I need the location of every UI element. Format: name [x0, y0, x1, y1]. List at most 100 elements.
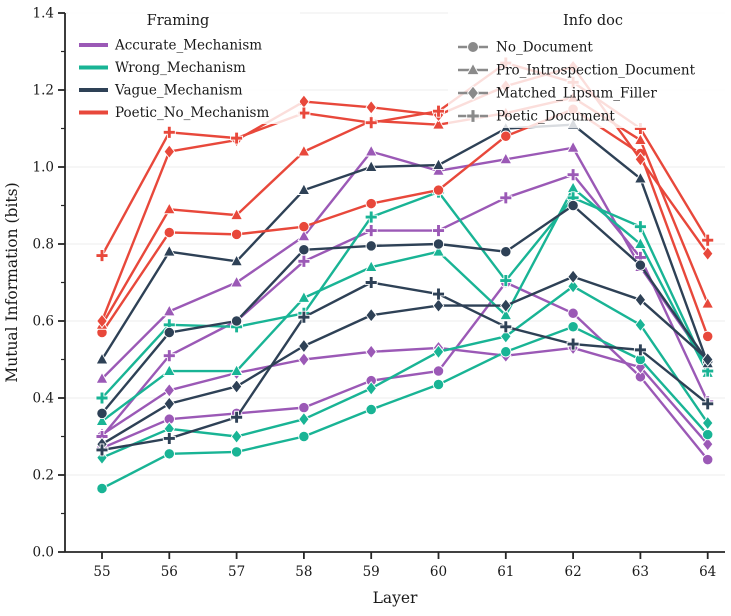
y-tick-label: 1.4	[33, 6, 54, 22]
point-plus	[499, 191, 513, 205]
point-plus	[364, 116, 378, 130]
point-plus	[432, 224, 445, 237]
info-doc-legend-label: Matched_Lipsum_Filler	[496, 86, 657, 102]
diamond-icon	[466, 85, 480, 101]
point-plus	[566, 337, 580, 351]
x-tick-label: 63	[632, 564, 649, 580]
point-diamond	[163, 396, 176, 412]
point-plus	[432, 104, 445, 118]
point-circle	[230, 446, 243, 458]
point-triangle	[95, 352, 109, 365]
point-circle	[432, 238, 445, 250]
y-tick-label: 1.2	[33, 83, 54, 99]
point-triangle	[499, 308, 513, 321]
point-circle	[500, 346, 512, 358]
x-tick-label: 55	[93, 564, 110, 580]
point-plus	[364, 210, 378, 224]
circle-icon	[467, 41, 479, 53]
point-plus	[633, 343, 647, 357]
point-triangle	[297, 144, 311, 157]
point-circle	[298, 244, 310, 256]
point-triangle	[566, 140, 580, 153]
plus-icon	[466, 109, 480, 123]
point-circle	[702, 428, 714, 441]
point-circle	[567, 199, 579, 212]
x-tick-label: 60	[430, 564, 447, 580]
point-plus	[701, 233, 715, 247]
point-circle	[230, 315, 243, 327]
point-plus	[364, 224, 378, 237]
series-Wrong_Mechanism-No_Document	[96, 321, 714, 495]
point-circle	[702, 453, 714, 466]
point-diamond	[500, 298, 512, 313]
point-plus	[499, 320, 513, 334]
point-triangle	[701, 296, 715, 309]
series-Wrong_Mechanism-Pro_Introspection_Document	[95, 181, 715, 426]
x-tick-label: 56	[161, 564, 178, 580]
framing-legend: Framing Accurate_Mechanism Wrong_Mechanism…	[68, 8, 300, 124]
point-diamond	[432, 344, 445, 360]
series-line	[100, 346, 709, 446]
series-line	[100, 186, 709, 423]
series-line	[100, 146, 709, 380]
info-doc-legend-label: No_Document	[496, 40, 593, 56]
series-Wrong_Mechanism-Matched_Lipsum_Filler	[96, 279, 714, 466]
point-plus	[95, 391, 109, 405]
point-triangle	[431, 117, 446, 130]
point-circle	[298, 401, 310, 414]
framing-legend-item-Accurate_Mechanism: Accurate_Mechanism	[79, 38, 262, 54]
point-plus	[162, 125, 176, 139]
point-plus	[297, 254, 311, 268]
point-circle	[500, 246, 512, 258]
point-diamond	[701, 246, 714, 261]
point-circle	[163, 226, 175, 239]
point-circle	[230, 228, 243, 241]
info-doc-legend-item-Matched_Lipsum_Filler: Matched_Lipsum_Filler	[458, 85, 657, 102]
point-diamond	[230, 379, 243, 394]
point-triangle	[364, 144, 378, 157]
y-tick-label: 0.6	[33, 314, 54, 330]
point-diamond	[298, 338, 310, 354]
info-doc-legend-item-Poetic_Document: Poetic_Document	[458, 109, 615, 125]
y-tick-label: 0.8	[33, 237, 54, 253]
point-circle	[96, 482, 108, 495]
point-triangle	[230, 207, 244, 220]
series-line	[100, 281, 709, 452]
point-triangle	[364, 159, 378, 172]
x-axis-title: Layer	[373, 589, 418, 607]
point-triangle	[95, 371, 109, 384]
point-circle	[500, 130, 512, 142]
point-circle	[365, 403, 377, 416]
series-line	[100, 108, 709, 338]
point-circle	[432, 184, 445, 196]
point-triangle	[499, 152, 513, 165]
point-plus	[297, 310, 311, 324]
point-triangle	[297, 229, 311, 242]
point-diamond	[365, 381, 377, 396]
point-diamond	[701, 352, 714, 367]
series-line	[100, 285, 709, 459]
series-line	[100, 325, 709, 490]
point-diamond	[298, 352, 310, 367]
series-line	[100, 281, 709, 461]
point-diamond	[500, 329, 512, 344]
point-plus	[633, 220, 647, 234]
point-circle	[432, 378, 445, 391]
info-doc-legend-label: Pro_Introspection_Document	[496, 63, 696, 79]
point-diamond	[365, 307, 377, 323]
point-plus	[230, 410, 244, 424]
point-triangle	[364, 259, 378, 272]
point-plus	[162, 431, 176, 445]
point-triangle	[230, 275, 244, 288]
framing-legend-label: Vague_Mechanism	[114, 83, 243, 99]
point-diamond	[230, 429, 243, 444]
point-plus	[566, 168, 580, 182]
point-diamond	[365, 344, 377, 360]
point-triangle	[297, 290, 311, 303]
point-plus	[230, 131, 244, 145]
point-triangle	[162, 244, 176, 257]
point-circle	[567, 307, 579, 319]
x-tick-label: 58	[295, 564, 312, 580]
triangle-icon	[466, 62, 480, 76]
